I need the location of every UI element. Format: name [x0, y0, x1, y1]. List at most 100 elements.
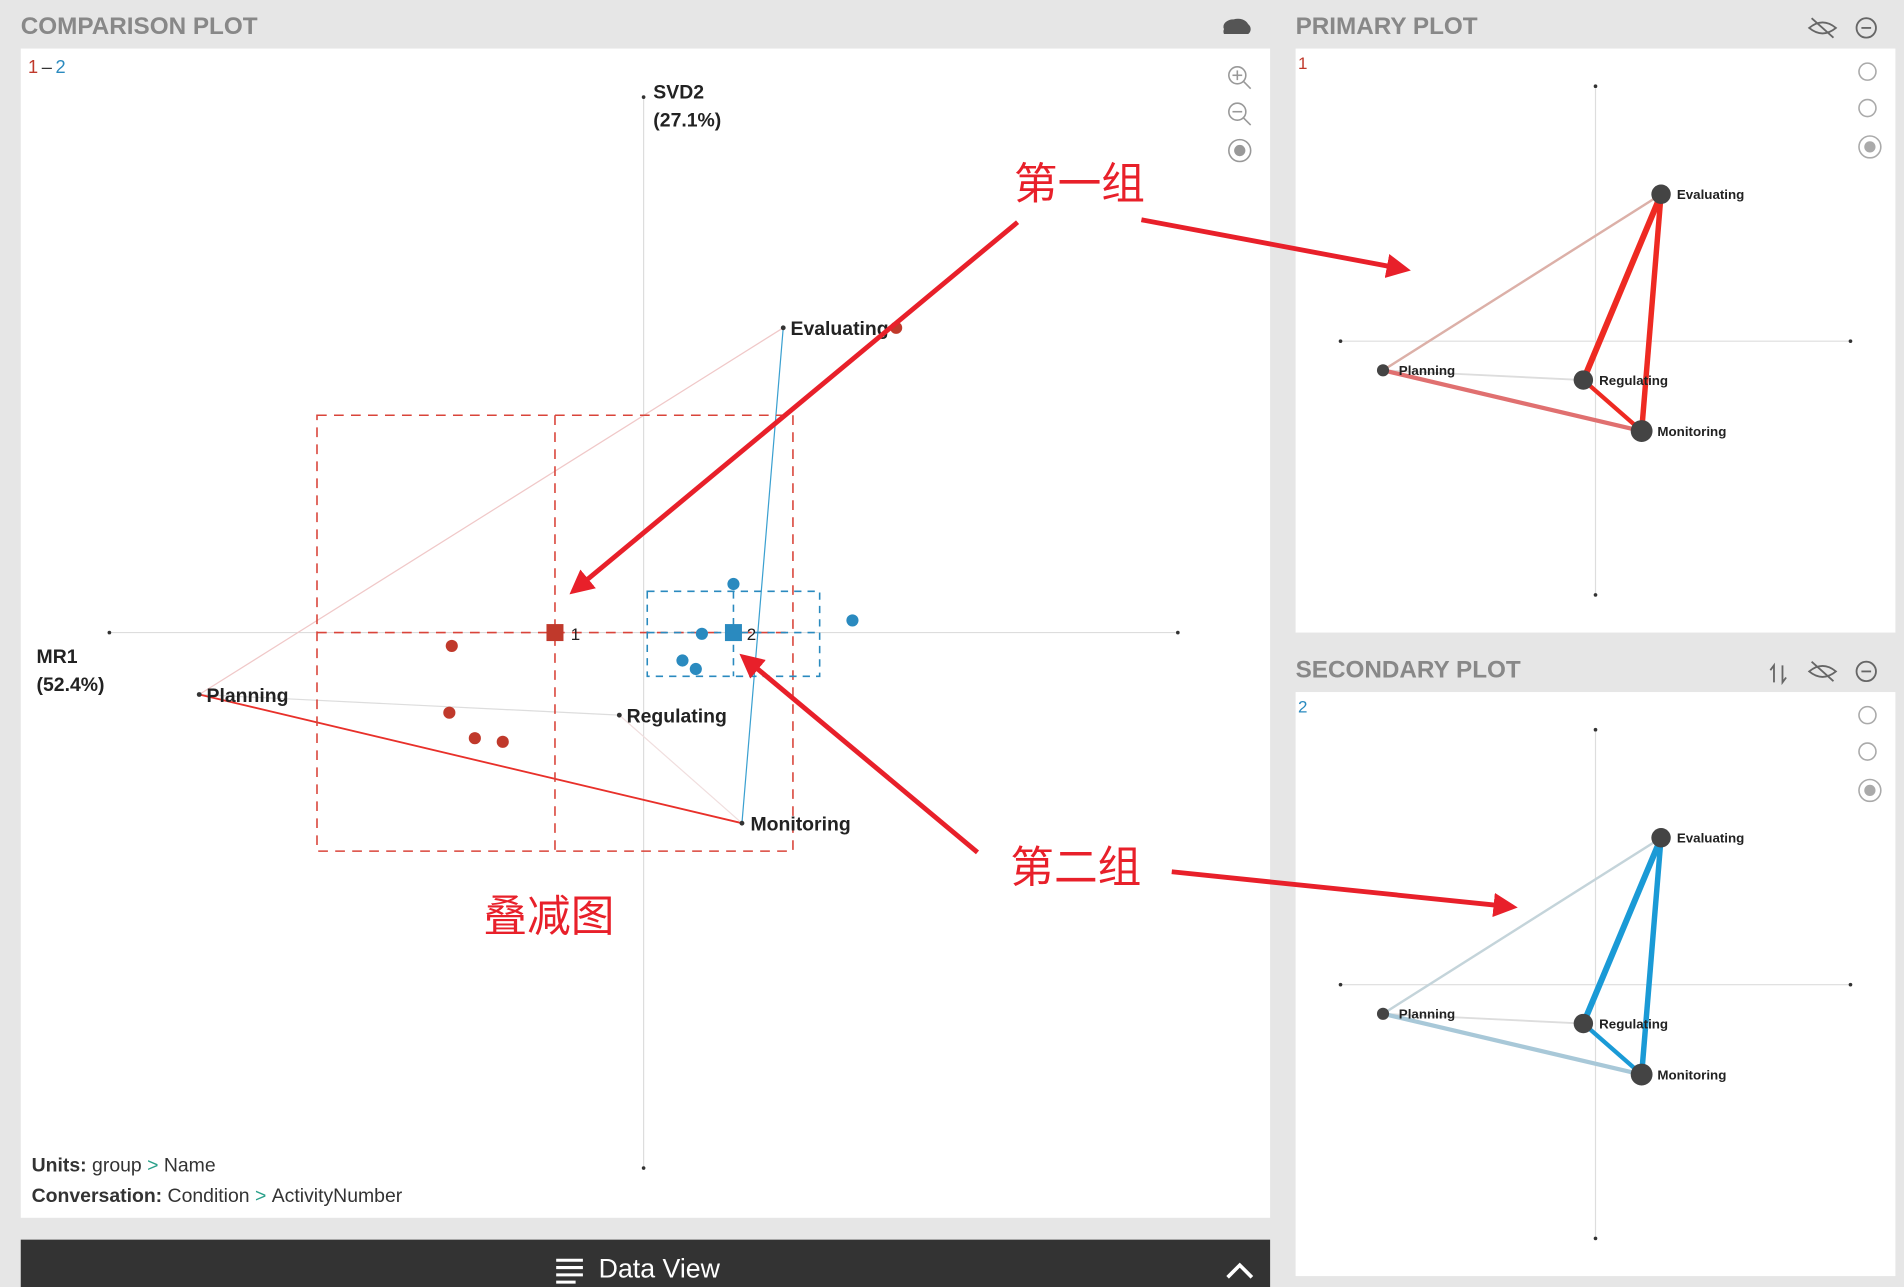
recenter: [1864, 784, 1876, 797]
data-view-label: Data View: [599, 1253, 721, 1283]
annotation: 叠减图: [483, 891, 614, 942]
legend-2: 2: [56, 57, 66, 77]
y-axis-label: SVD2: [653, 81, 704, 103]
edge: [1638, 837, 1664, 1075]
axis-ends: [107, 95, 1180, 1170]
recenter: [1858, 135, 1882, 159]
axis-end: [1338, 982, 1343, 987]
edge: [1382, 836, 1662, 1015]
panel-title: COMPARISON PLOT: [21, 13, 258, 40]
primary-panel: PRIMARY PLOT 1 Evaluating Planning Regulatin…: [1295, 13, 1896, 633]
axis-end: [1593, 727, 1598, 732]
node-label: Monitoring: [750, 813, 850, 835]
node: [1573, 1013, 1594, 1034]
expand-icon[interactable]: [1226, 1262, 1254, 1279]
axis-end: [1848, 339, 1853, 343]
recenter: [1864, 141, 1876, 153]
node-label: Planning: [207, 685, 289, 707]
edge: [1382, 369, 1584, 381]
panel-icons[interactable]: [1769, 660, 1877, 686]
conv: Condition: [168, 1185, 250, 1207]
data-view-bar[interactable]: [20, 1239, 1271, 1287]
axis-end: [1593, 1236, 1598, 1241]
node-label: Evaluating: [791, 318, 889, 340]
node: [1376, 1007, 1390, 1020]
close-icon: [1855, 660, 1877, 683]
x-axis-label: MR1: [37, 646, 78, 668]
zoom-in: [1858, 62, 1877, 81]
group-label: 1: [1298, 54, 1307, 73]
axis-end: [1593, 84, 1598, 89]
panel-title: PRIMARY PLOT: [1296, 13, 1478, 40]
unit: Name: [164, 1155, 216, 1177]
sep: >: [147, 1155, 158, 1177]
swap-icon: [1769, 662, 1787, 686]
edge: [1581, 378, 1644, 433]
node-label: Evaluating: [1677, 831, 1744, 846]
y-axis-pct: (27.1%): [653, 109, 721, 131]
hide-icon: [1811, 661, 1835, 682]
group2-points: [676, 577, 859, 676]
node: [1651, 828, 1671, 848]
node-label: Planning: [1399, 363, 1455, 378]
axis-end: [1593, 593, 1598, 597]
unit: group: [92, 1155, 142, 1177]
node-label: Planning: [1399, 1007, 1455, 1022]
node: [1651, 184, 1671, 204]
zoom-out: [1858, 742, 1877, 761]
group1-points: [443, 321, 903, 748]
x-axis-pct: (52.4%): [37, 674, 105, 696]
node-label: Regulating: [1599, 1016, 1668, 1031]
edge: [1580, 193, 1664, 382]
legend-1: 1: [28, 57, 38, 77]
download-icon[interactable]: [1223, 18, 1251, 34]
mean-label: 2: [747, 625, 756, 644]
edge: [1581, 1021, 1644, 1077]
zoom-controls[interactable]: [1858, 705, 1882, 803]
conv-label: Conversation:: [32, 1185, 162, 1207]
annotation: 第一组: [1014, 159, 1145, 210]
panel-icons[interactable]: [1807, 17, 1877, 39]
sep: >: [255, 1185, 266, 1207]
nodes: [196, 325, 786, 826]
zoom-controls[interactable]: [1858, 62, 1882, 159]
zoom-out: [1858, 98, 1877, 118]
mean-label: 1: [571, 625, 580, 644]
node: [1630, 1063, 1653, 1086]
hide-icon: [1811, 17, 1835, 39]
node-label: Regulating: [1599, 373, 1668, 388]
units-label: Units:: [32, 1155, 87, 1177]
node: [1376, 364, 1390, 377]
node: [1630, 420, 1653, 442]
node-label: Regulating: [627, 705, 727, 727]
edge: [1580, 836, 1664, 1025]
axis-end: [1848, 982, 1853, 987]
legend-sep: –: [42, 57, 53, 77]
node-label: Evaluating: [1677, 187, 1744, 202]
zoom-controls[interactable]: [1228, 65, 1252, 163]
panel-title: SECONDARY PLOT: [1296, 656, 1521, 683]
conv: ActivityNumber: [272, 1185, 403, 1207]
zoom-in: [1858, 705, 1877, 725]
edges: [198, 327, 784, 825]
edge: [1382, 1012, 1584, 1025]
edge: [1382, 1011, 1643, 1077]
edge: [1638, 194, 1664, 432]
annotation: 第二组: [1010, 843, 1141, 894]
conversation: Conversation: Condition > ActivityNumber: [32, 1185, 403, 1207]
node-label: Monitoring: [1657, 1067, 1726, 1082]
menu-icon: [556, 1258, 583, 1284]
node: [1573, 370, 1594, 390]
axis-end: [1338, 339, 1343, 343]
group-label: 2: [1298, 698, 1307, 717]
edge: [1382, 193, 1662, 372]
secondary-panel: SECONDARY PLOT 2 Evaluating Planning Regulat…: [1295, 656, 1896, 1277]
units: Units: group > Name: [32, 1155, 216, 1177]
close-icon: [1855, 17, 1877, 39]
edge: [1382, 368, 1643, 434]
annotation-arrows: [569, 217, 1518, 918]
legend: 1–2: [28, 57, 66, 77]
node-label: Monitoring: [1657, 424, 1726, 439]
recenter: [1858, 778, 1882, 803]
